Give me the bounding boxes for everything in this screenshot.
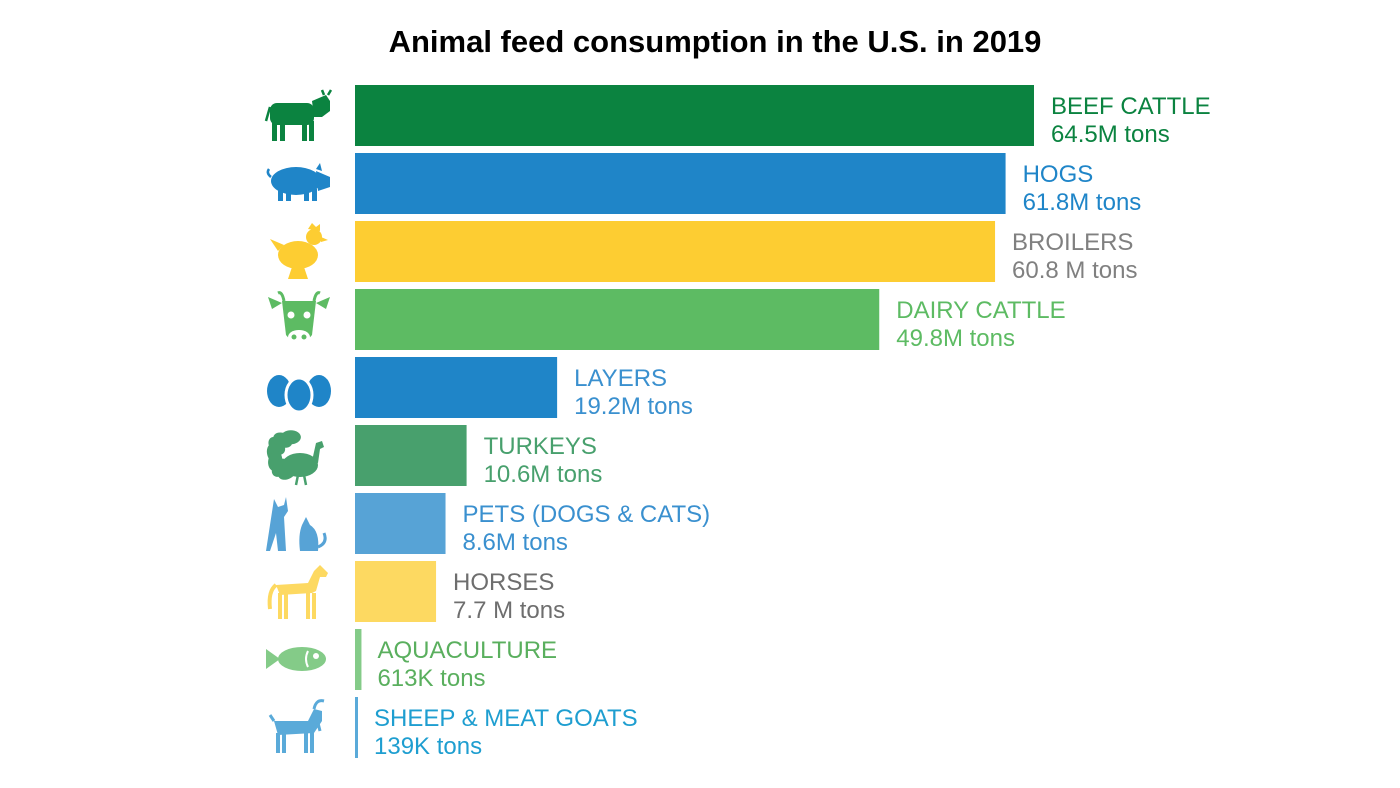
bar-aquaculture — [355, 629, 362, 690]
category-label-horses: HORSES — [453, 569, 554, 596]
value-label-beef-cattle: 64.5M tons — [1051, 121, 1170, 148]
chart-title: Animal feed consumption in the U.S. in 2… — [388, 24, 1042, 59]
bar-layers — [355, 357, 558, 418]
horse-icon — [267, 565, 328, 619]
value-label-sheep-meat-goats: 139K tons — [374, 733, 482, 760]
bar-beef-cattle — [355, 85, 1034, 146]
value-label-aquaculture: 613K tons — [377, 665, 485, 692]
category-label-beef-cattle: BEEF CATTLE — [1051, 93, 1211, 120]
bar-turkeys — [355, 425, 467, 486]
turkey-icon — [266, 430, 324, 486]
dairy-cow-icon — [268, 291, 330, 344]
bar-sheep-meat-goats — [355, 697, 358, 758]
value-label-layers: 19.2M tons — [574, 393, 693, 420]
chicken-icon — [270, 223, 328, 279]
bar-horses — [355, 561, 437, 622]
cow-icon — [264, 89, 333, 141]
bar-broilers — [355, 221, 996, 282]
category-label-aquaculture: AQUACULTURE — [377, 637, 557, 664]
value-label-broilers: 60.8 M tons — [1012, 257, 1137, 284]
value-label-pets-dogs-cats: 8.6M tons — [463, 529, 568, 556]
category-label-pets-dogs-cats: PETS (DOGS & CATS) — [463, 501, 711, 528]
category-label-sheep-meat-goats: SHEEP & MEAT GOATS — [374, 705, 638, 732]
category-label-dairy-cattle: DAIRY CATTLE — [896, 297, 1065, 324]
value-label-hogs: 61.8M tons — [1023, 189, 1142, 216]
goat-icon — [268, 699, 325, 753]
category-label-layers: LAYERS — [574, 365, 667, 392]
value-label-turkeys: 10.6M tons — [484, 461, 603, 488]
fish-icon — [266, 647, 326, 671]
eggs-icon — [267, 375, 331, 414]
dog-cat-icon — [266, 497, 327, 551]
category-label-broilers: BROILERS — [1012, 229, 1133, 256]
bar-dairy-cattle — [355, 289, 880, 350]
value-label-horses: 7.7 M tons — [453, 597, 565, 624]
category-label-turkeys: TURKEYS — [484, 433, 597, 460]
category-label-hogs: HOGS — [1023, 161, 1094, 188]
bar-hogs — [355, 153, 1006, 214]
value-label-dairy-cattle: 49.8M tons — [896, 325, 1015, 352]
pig-icon — [266, 163, 330, 201]
bar-pets-dogs-cats — [355, 493, 446, 554]
